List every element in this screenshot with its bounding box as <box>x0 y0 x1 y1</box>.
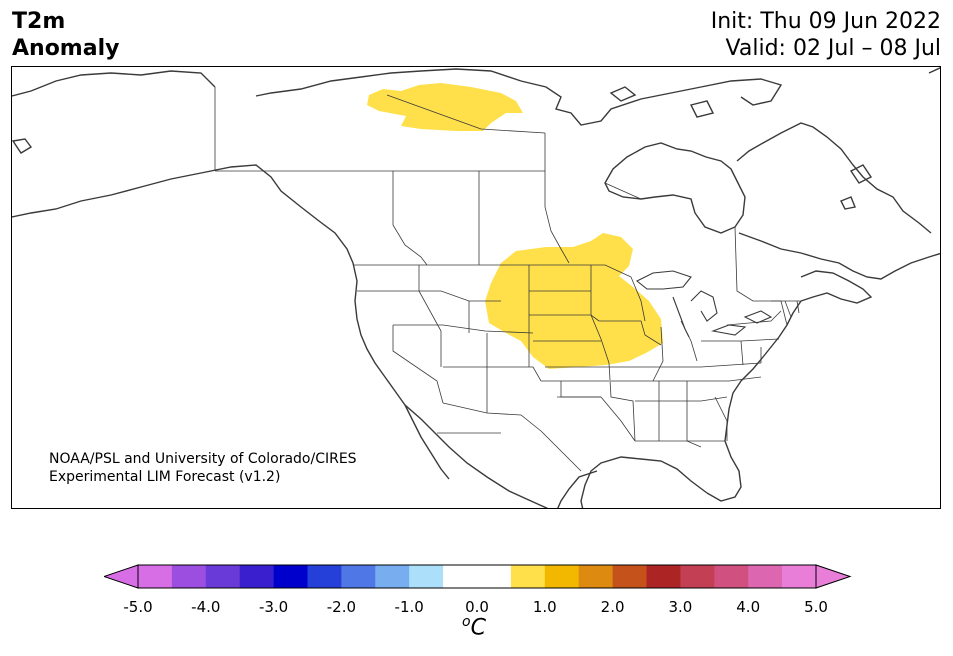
map-svg <box>12 67 940 508</box>
political-borders <box>214 87 801 472</box>
colorbar-cell <box>443 565 478 588</box>
unit-letter: C <box>470 615 486 641</box>
unit-degree: o <box>462 614 471 630</box>
colorbar-cell <box>510 565 546 588</box>
colorbar-cell <box>409 565 444 588</box>
colorbar-tick-label: 4.0 <box>736 598 761 616</box>
colorbar-cell <box>341 565 376 588</box>
colorbar-cell <box>273 565 308 588</box>
colorbar-cell <box>748 565 783 588</box>
colorbar-cell <box>138 565 173 588</box>
colorbar-cell <box>782 565 817 588</box>
colorbar-tick-label: 3.0 <box>668 598 693 616</box>
title-line2: Anomaly <box>12 36 120 61</box>
colorbar-cell <box>680 565 715 588</box>
colorbar-cell <box>171 565 207 588</box>
colorbar-tick-label: 1.0 <box>532 598 557 616</box>
colorbar-cell <box>205 565 240 588</box>
colorbar-under-arrow <box>104 564 139 589</box>
colorbar-unit-label: oC <box>462 614 486 640</box>
credit-text: NOAA/PSL and University of Colorado/CIRE… <box>49 450 357 486</box>
map-panel <box>11 66 941 509</box>
init-date-label: Init: Thu 09 Jun 2022 <box>710 9 941 34</box>
valid-date-label: Valid: 02 Jul – 08 Jul <box>725 36 941 61</box>
colorbar-tick-label: 2.0 <box>600 598 625 616</box>
colorbar-cell <box>544 565 579 588</box>
credit-line2: Experimental LIM Forecast (v1.2) <box>49 469 281 485</box>
colorbar-tick-label: -4.0 <box>191 598 221 616</box>
colorbar-cell <box>307 565 342 588</box>
colorbar-cell <box>612 565 647 588</box>
colorbar-tick-label: 5.0 <box>804 598 828 616</box>
coastlines <box>12 67 940 508</box>
colorbar-over-arrow <box>815 564 852 589</box>
anomaly-region-central-us <box>485 233 663 369</box>
colorbar-cell <box>375 565 410 588</box>
colorbar-cell <box>714 565 749 588</box>
forecast-dates: Init: Thu 09 Jun 2022 Valid: 02 Jul – 08… <box>711 8 941 62</box>
colorbar-tick-label: -2.0 <box>326 598 357 616</box>
title-line1: T2m <box>12 9 66 34</box>
colorbar-cells <box>138 565 817 588</box>
colorbar-tick-label: -1.0 <box>394 598 424 616</box>
colorbar-cell <box>239 565 274 588</box>
anomaly-region-arctic-canada <box>367 83 523 131</box>
colorbar-cell <box>646 565 681 588</box>
colorbar-cell <box>477 565 512 588</box>
colorbar-outline <box>137 564 817 589</box>
title: T2m Anomaly <box>12 8 119 62</box>
colorbar-tick-label: 0.0 <box>465 598 489 616</box>
colorbar-tick-label: -3.0 <box>258 598 289 616</box>
credit-line1: NOAA/PSL and University of Colorado/CIRE… <box>49 451 357 467</box>
colorbar-tick-labels: -5.0 -4.0 -3.0 -2.0 -1.0 0.0 1.0 2.0 3.0 4.0 5.0 <box>0 598 953 618</box>
colorbar <box>104 564 852 589</box>
colorbar-cell <box>578 565 613 588</box>
colorbar-tick-label: -5.0 <box>123 598 153 616</box>
